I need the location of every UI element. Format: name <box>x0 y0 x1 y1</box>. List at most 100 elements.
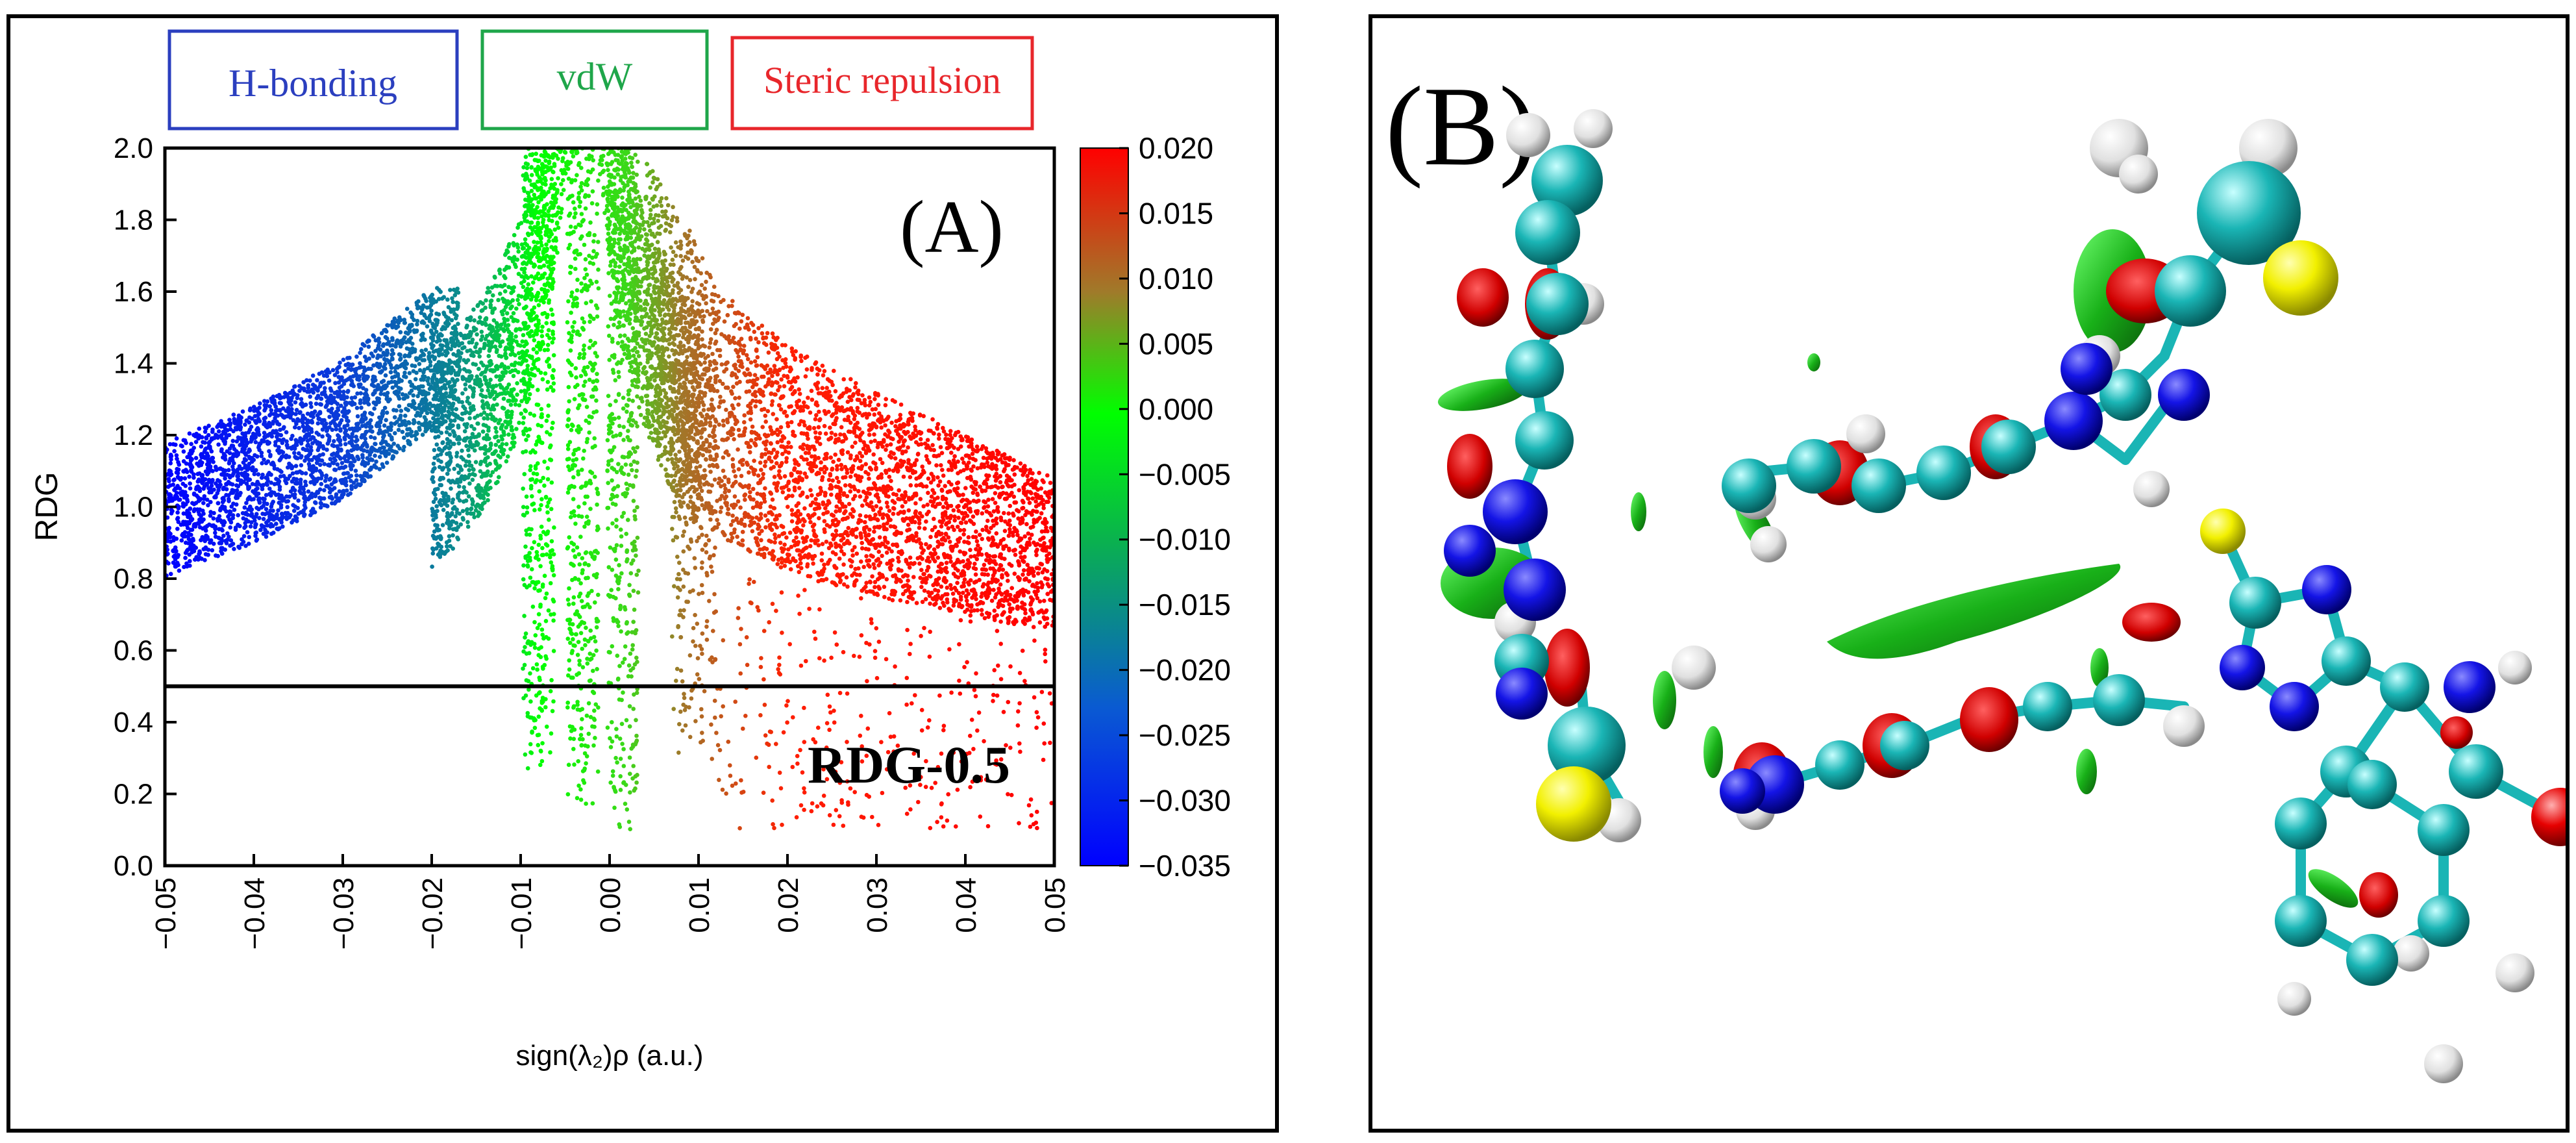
scatter-point <box>373 442 378 446</box>
scatter-point <box>421 370 426 375</box>
scatter-point <box>261 483 266 488</box>
scatter-point <box>322 423 327 429</box>
scatter-point <box>192 522 197 527</box>
scatter-point <box>359 347 364 351</box>
scatter-point <box>252 405 256 409</box>
scatter-point <box>317 469 323 473</box>
scatter-point <box>289 398 293 403</box>
scatter-point <box>473 362 478 367</box>
scatter-point <box>362 374 367 379</box>
scatter-point <box>362 355 367 359</box>
scatter-point <box>560 171 565 176</box>
scatter-point <box>415 431 419 436</box>
scatter-point <box>192 507 197 512</box>
scatter-point <box>456 301 460 306</box>
scatter-point <box>638 319 643 324</box>
scatter-point <box>606 168 610 173</box>
scatter-point <box>360 423 365 429</box>
scatter-point <box>450 377 455 382</box>
scatter-point <box>428 303 434 308</box>
scatter-point <box>405 394 410 399</box>
scatter-point <box>301 508 306 513</box>
scatter-point <box>245 468 250 472</box>
scatter-point <box>432 355 438 360</box>
scatter-point <box>310 373 316 378</box>
scatter-point <box>341 466 346 470</box>
scatter-point <box>383 334 388 340</box>
scatter-point <box>255 413 260 418</box>
scatter-point <box>443 321 448 325</box>
scatter-point <box>397 315 402 320</box>
scatter-point <box>349 396 354 401</box>
scatter-point <box>253 440 258 445</box>
scatter-point <box>303 403 307 407</box>
scatter-point <box>621 323 626 328</box>
scatter-point <box>341 397 347 401</box>
scatter-point <box>630 379 635 384</box>
scatter-point <box>391 408 396 412</box>
scatter-point <box>167 492 172 497</box>
scatter-point <box>184 512 189 516</box>
scatter-point <box>223 453 227 458</box>
scatter-point <box>422 321 427 325</box>
scatter-point <box>411 369 416 373</box>
scatter-point <box>417 390 423 396</box>
scatter-point <box>328 476 333 481</box>
scatter-point <box>358 351 362 355</box>
scatter-point <box>427 351 432 355</box>
scatter-point <box>696 333 701 338</box>
scatter-point <box>443 353 449 358</box>
scatter-point <box>320 427 325 432</box>
scatter-point <box>319 370 325 375</box>
scatter-point <box>470 477 475 483</box>
scatter-point <box>343 401 348 405</box>
scatter-point <box>177 462 182 467</box>
scatter-point <box>501 452 506 457</box>
scatter-point <box>422 312 427 317</box>
scatter-point <box>469 507 473 512</box>
scatter-point <box>349 368 354 372</box>
scatter-point <box>360 342 365 347</box>
scatter-point <box>243 544 248 548</box>
scatter-point <box>202 494 207 499</box>
scatter-point <box>369 351 374 356</box>
scatter-point <box>209 483 214 488</box>
scatter-point <box>433 418 438 423</box>
scatter-point <box>302 512 306 516</box>
scatter-point <box>409 388 414 393</box>
scatter-point <box>434 397 439 401</box>
scatter-point <box>330 452 334 457</box>
scatter-point <box>225 472 230 477</box>
scatter-point <box>173 545 178 550</box>
scatter-point <box>230 482 235 487</box>
scatter-point <box>197 555 203 560</box>
scatter-point <box>188 481 192 486</box>
scatter-point <box>204 497 210 502</box>
scatter-point <box>608 259 613 264</box>
scatter-point <box>474 434 479 439</box>
scatter-point <box>375 396 380 401</box>
scatter-point <box>234 439 240 444</box>
scatter-point <box>285 505 290 510</box>
scatter-point <box>469 497 475 502</box>
scatter-point <box>452 312 457 316</box>
scatter-point <box>466 494 471 499</box>
scatter-point <box>412 318 416 323</box>
scatter-point <box>395 371 401 377</box>
scatter-point <box>408 351 412 356</box>
scatter-point <box>338 442 343 447</box>
scatter-point <box>301 492 306 496</box>
scatter-point <box>432 325 438 331</box>
scatter-point <box>556 176 560 181</box>
scatter-point <box>278 427 282 433</box>
scatter-point <box>239 471 244 476</box>
scatter-point <box>477 354 482 359</box>
scatter-point <box>463 382 468 387</box>
scatter-point <box>341 357 346 362</box>
scatter-point <box>262 434 267 439</box>
scatter-point <box>382 446 386 450</box>
scatter-point <box>251 457 256 462</box>
scatter-point <box>362 448 367 453</box>
scatter-point <box>675 464 680 469</box>
scatter-point <box>359 405 364 410</box>
